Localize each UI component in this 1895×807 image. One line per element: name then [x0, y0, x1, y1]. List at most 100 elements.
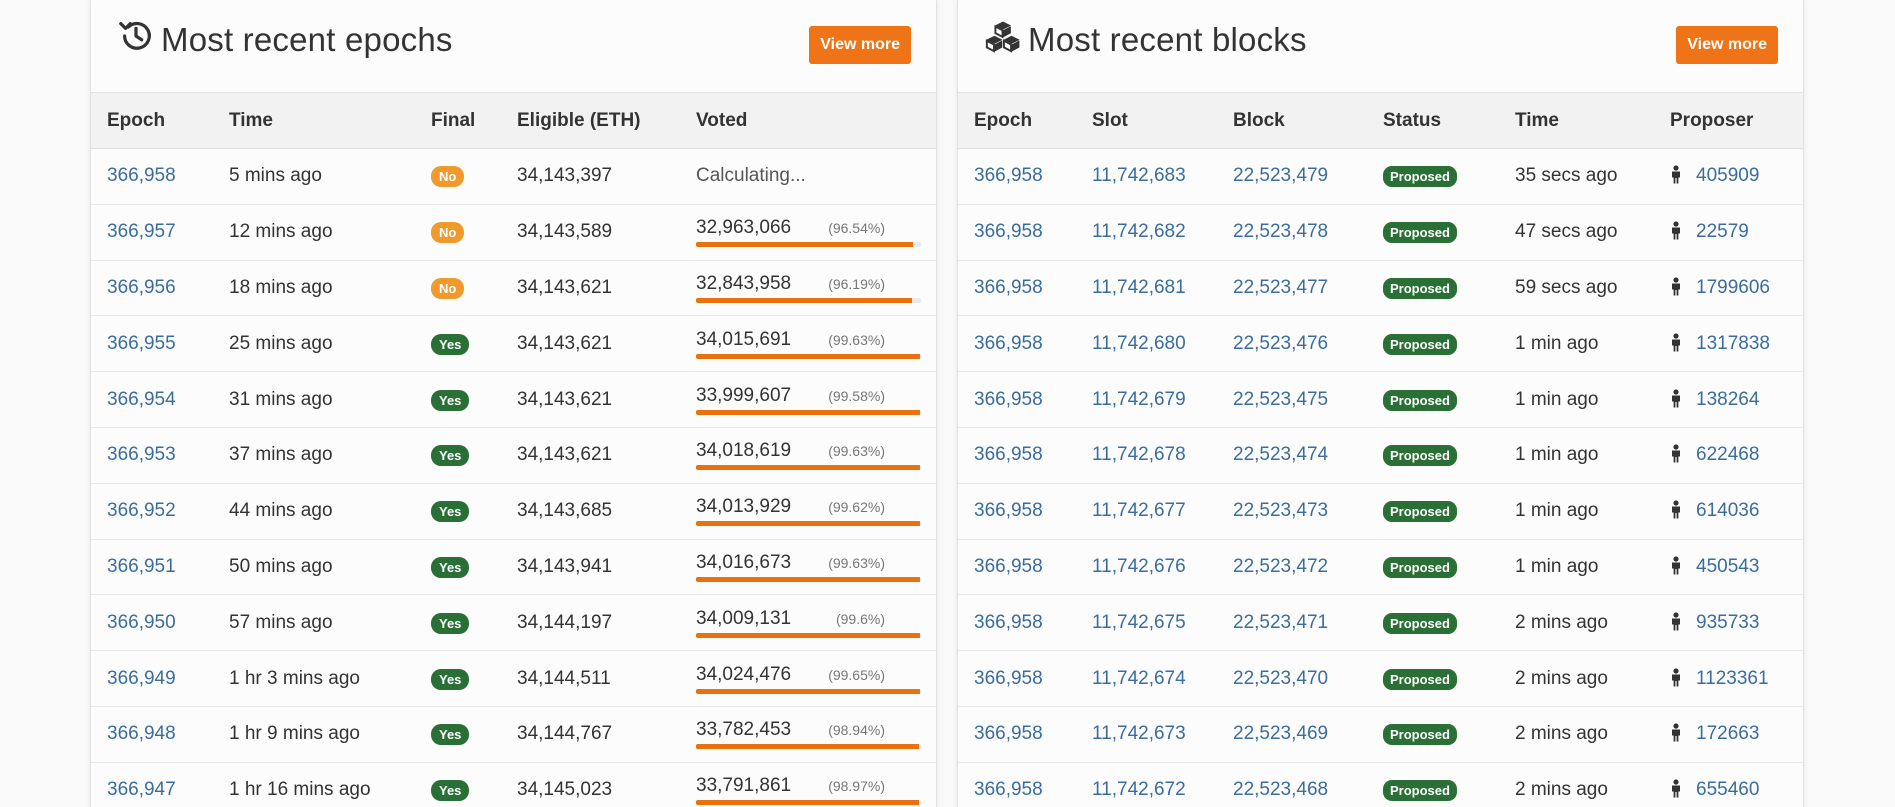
proposer-link[interactable]: 450543 [1696, 555, 1760, 577]
blocks-view-more-button[interactable]: View more [1676, 26, 1778, 64]
slot-link[interactable]: 11,742,683 [1092, 165, 1186, 187]
cubes-icon [984, 17, 1028, 63]
slot-cell: 11,742,682 [1076, 204, 1217, 260]
col-eligible[interactable]: Eligible (ETH) [501, 92, 680, 149]
block-link[interactable]: 22,523,472 [1233, 555, 1329, 577]
epoch-link[interactable]: 366,957 [107, 221, 176, 243]
epoch-link[interactable]: 366,951 [107, 555, 176, 577]
epoch-cell: 366,958 [958, 427, 1076, 483]
proposer-link[interactable]: 405909 [1696, 165, 1760, 187]
block-link[interactable]: 22,523,468 [1233, 779, 1329, 801]
epoch-link[interactable]: 366,958 [974, 276, 1043, 298]
epoch-link[interactable]: 366,950 [107, 611, 176, 633]
slot-link[interactable]: 11,742,676 [1092, 555, 1186, 577]
block-link[interactable]: 22,523,475 [1233, 388, 1329, 410]
voted-cell: 34,009,131 (99.6%) [680, 595, 936, 651]
block-link[interactable]: 22,523,474 [1233, 444, 1329, 466]
proposer-link[interactable]: 1799606 [1696, 276, 1770, 298]
status-cell: Proposed [1367, 539, 1499, 595]
epoch-link[interactable]: 366,958 [974, 221, 1043, 243]
epoch-link[interactable]: 366,954 [107, 388, 176, 410]
epoch-link[interactable]: 366,958 [974, 388, 1043, 410]
epoch-link[interactable]: 366,958 [107, 165, 176, 187]
epoch-link[interactable]: 366,958 [974, 500, 1043, 522]
epoch-link[interactable]: 366,958 [974, 667, 1043, 689]
col-block[interactable]: Block [1217, 92, 1367, 149]
epoch-link[interactable]: 366,952 [107, 500, 176, 522]
proposer-link[interactable]: 655460 [1696, 779, 1760, 801]
proposer-link[interactable]: 138264 [1696, 388, 1760, 410]
voted-progress-fill [696, 353, 921, 359]
block-link[interactable]: 22,523,477 [1233, 276, 1329, 298]
voted-percent: (96.19%) [828, 275, 885, 292]
user-icon [1670, 667, 1682, 687]
slot-cell: 11,742,680 [1076, 316, 1217, 372]
epoch-link[interactable]: 366,956 [107, 276, 176, 298]
col-final[interactable]: Final [415, 92, 501, 149]
col-epoch[interactable]: Epoch [958, 92, 1076, 149]
block-link[interactable]: 22,523,478 [1233, 221, 1329, 243]
epoch-link[interactable]: 366,958 [974, 611, 1043, 633]
epoch-link[interactable]: 366,948 [107, 723, 176, 745]
epoch-link[interactable]: 366,955 [107, 332, 176, 354]
slot-link[interactable]: 11,742,680 [1092, 332, 1186, 354]
col-voted[interactable]: Voted [680, 92, 936, 149]
col-proposer[interactable]: Proposer [1654, 92, 1803, 149]
slot-link[interactable]: 11,742,675 [1092, 611, 1186, 633]
col-status[interactable]: Status [1367, 92, 1499, 149]
time-cell: 1 hr 3 mins ago [229, 667, 360, 689]
epoch-link[interactable]: 366,958 [974, 723, 1043, 745]
table-row: 366,949 1 hr 3 mins ago Yes 34,144,511 34,02… [91, 651, 936, 707]
epoch-link[interactable]: 366,949 [107, 667, 176, 689]
slot-link[interactable]: 11,742,674 [1092, 667, 1186, 689]
voted-wrap: 34,015,691 (99.63%) [696, 329, 921, 359]
status-cell: Proposed [1367, 372, 1499, 428]
status-cell: Proposed [1367, 204, 1499, 260]
block-link[interactable]: 22,523,471 [1233, 611, 1329, 633]
epochs-view-more-button[interactable]: View more [809, 26, 911, 64]
col-epoch[interactable]: Epoch [91, 92, 213, 149]
col-time[interactable]: Time [1499, 92, 1654, 149]
epoch-link[interactable]: 366,953 [107, 444, 176, 466]
col-time[interactable]: Time [213, 92, 415, 149]
slot-link[interactable]: 11,742,678 [1092, 444, 1186, 466]
epoch-cell: 366,958 [958, 706, 1076, 762]
eligible-cell: 34,145,023 [517, 779, 613, 801]
final-badge: Yes [431, 501, 470, 523]
eligible-cell: 34,143,589 [517, 221, 613, 243]
status-badge: Proposed [1383, 780, 1457, 802]
block-link[interactable]: 22,523,473 [1233, 500, 1329, 522]
slot-link[interactable]: 11,742,673 [1092, 723, 1186, 745]
proposer-link[interactable]: 22579 [1696, 221, 1749, 243]
proposer-link[interactable]: 622468 [1696, 444, 1760, 466]
block-link[interactable]: 22,523,476 [1233, 332, 1329, 354]
proposer-link[interactable]: 935733 [1696, 611, 1760, 633]
block-link[interactable]: 22,523,469 [1233, 723, 1329, 745]
block-link[interactable]: 22,523,479 [1233, 165, 1329, 187]
slot-link[interactable]: 11,742,672 [1092, 779, 1186, 801]
slot-link[interactable]: 11,742,679 [1092, 388, 1186, 410]
col-slot[interactable]: Slot [1076, 92, 1217, 149]
slot-link[interactable]: 11,742,677 [1092, 500, 1186, 522]
slot-cell: 11,742,678 [1076, 427, 1217, 483]
proposer-link[interactable]: 1317838 [1696, 332, 1770, 354]
epoch-link[interactable]: 366,947 [107, 779, 176, 801]
table-row: 366,958 11,742,680 22,523,476 Proposed 1 min… [958, 316, 1803, 372]
table-row: 366,958 11,742,675 22,523,471 Proposed 2 min… [958, 595, 1803, 651]
proposer-link[interactable]: 614036 [1696, 500, 1760, 522]
final-badge: Yes [431, 612, 470, 634]
proposer-link[interactable]: 1123361 [1696, 667, 1769, 689]
epoch-link[interactable]: 366,958 [974, 332, 1043, 354]
epoch-link[interactable]: 366,958 [974, 555, 1043, 577]
proposer-link[interactable]: 172663 [1696, 723, 1760, 745]
epoch-link[interactable]: 366,958 [974, 444, 1043, 466]
voted-wrap: 33,999,607 (99.58%) [696, 385, 921, 415]
voted-line: 34,015,691 (99.63%) [696, 329, 921, 351]
voted-percent: (98.97%) [828, 778, 885, 795]
epoch-link[interactable]: 366,958 [974, 779, 1043, 801]
block-link[interactable]: 22,523,470 [1233, 667, 1329, 689]
epoch-link[interactable]: 366,958 [974, 165, 1043, 187]
slot-link[interactable]: 11,742,681 [1092, 276, 1186, 298]
voted-wrap: 34,018,619 (99.63%) [696, 440, 921, 471]
slot-link[interactable]: 11,742,682 [1092, 221, 1186, 243]
